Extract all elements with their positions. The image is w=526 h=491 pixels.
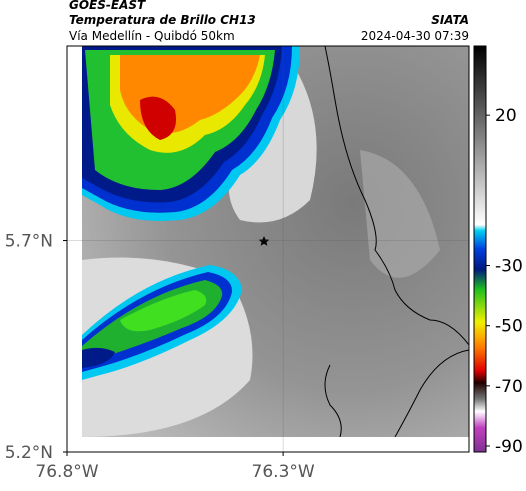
colorbar-tick-label: 20: [495, 106, 517, 126]
header: GOES-EAST Temperatura de Brillo CH13 SIA…: [69, 0, 469, 43]
source: SIATA: [431, 13, 469, 27]
x-tick-label: 76.3°W: [252, 462, 315, 482]
colorbar-tick-label: -70: [495, 377, 523, 397]
map-frame: [66, 45, 470, 453]
satellite-image: [82, 46, 469, 437]
colorbar-tick-label: -90: [495, 437, 523, 457]
map-axes: 76.8°W 76.3°W 5.2°N 5.7°N: [5, 46, 469, 482]
satellite: GOES-EAST: [69, 0, 146, 12]
colorbar: [473, 45, 487, 453]
colorbar-tick-label: -30: [495, 257, 523, 277]
y-tick-label: 5.7°N: [5, 232, 53, 252]
city-marker: [258, 236, 270, 246]
datetime: 2024-04-30 07:39: [361, 29, 469, 43]
x-tick-label: 76.8°W: [35, 462, 98, 482]
colorbar-tick-label: -50: [495, 317, 523, 337]
y-tick-label: 5.2°N: [5, 443, 53, 463]
title: Temperatura de Brillo CH13: [69, 13, 256, 27]
subtitle: Vía Medellín - Quibdó 50km: [69, 29, 235, 43]
colorbar-ticks: 20 -30 -50 -70 -90: [486, 106, 523, 457]
